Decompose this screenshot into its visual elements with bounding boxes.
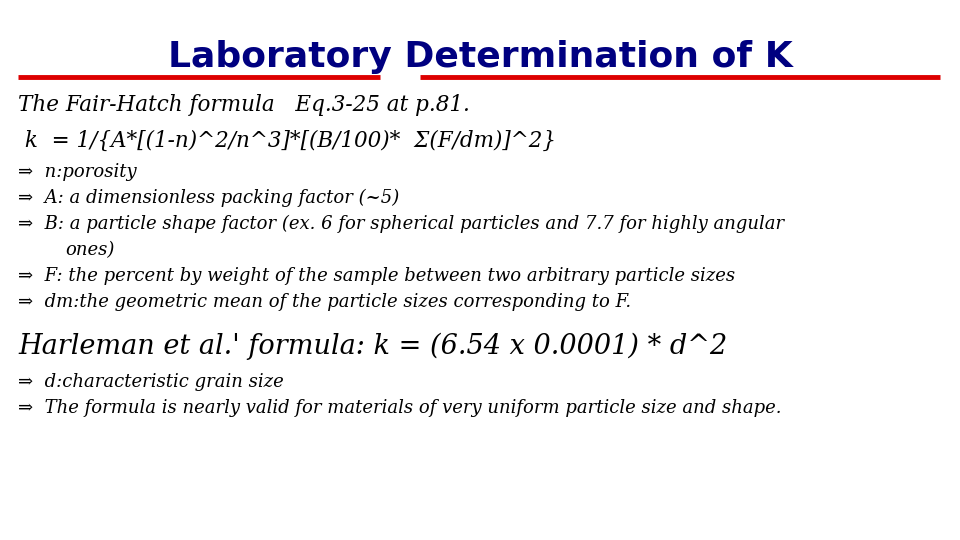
Text: ⇒  d:characteristic grain size: ⇒ d:characteristic grain size bbox=[18, 373, 284, 391]
Text: ones): ones) bbox=[65, 241, 114, 259]
Text: ⇒  dm:the geometric mean of the particle sizes corresponding to F.: ⇒ dm:the geometric mean of the particle … bbox=[18, 293, 631, 311]
Text: Harleman et al.' formula: k = (6.54 x 0.0001) * d^2: Harleman et al.' formula: k = (6.54 x 0.… bbox=[18, 333, 728, 360]
Text: ⇒  B: a particle shape factor (ex. 6 for spherical particles and 7.7 for highly : ⇒ B: a particle shape factor (ex. 6 for … bbox=[18, 215, 784, 233]
Text: k  = 1/{A*[(1-n)^2/n^3]*[(B/100)*  Σ(F/dm)]^2}: k = 1/{A*[(1-n)^2/n^3]*[(B/100)* Σ(F/dm)… bbox=[18, 130, 556, 152]
Text: ⇒  The formula is nearly valid for materials of very uniform particle size and s: ⇒ The formula is nearly valid for materi… bbox=[18, 399, 781, 417]
Text: ⇒  n:porosity: ⇒ n:porosity bbox=[18, 163, 136, 181]
Text: Laboratory Determination of K: Laboratory Determination of K bbox=[168, 40, 792, 74]
Text: ⇒  F: the percent by weight of the sample between two arbitrary particle sizes: ⇒ F: the percent by weight of the sample… bbox=[18, 267, 735, 285]
Text: ⇒  A: a dimensionless packing factor (~5): ⇒ A: a dimensionless packing factor (~5) bbox=[18, 189, 399, 207]
Text: The Fair-Hatch formula   Eq.3-25 at p.81.: The Fair-Hatch formula Eq.3-25 at p.81. bbox=[18, 94, 469, 116]
